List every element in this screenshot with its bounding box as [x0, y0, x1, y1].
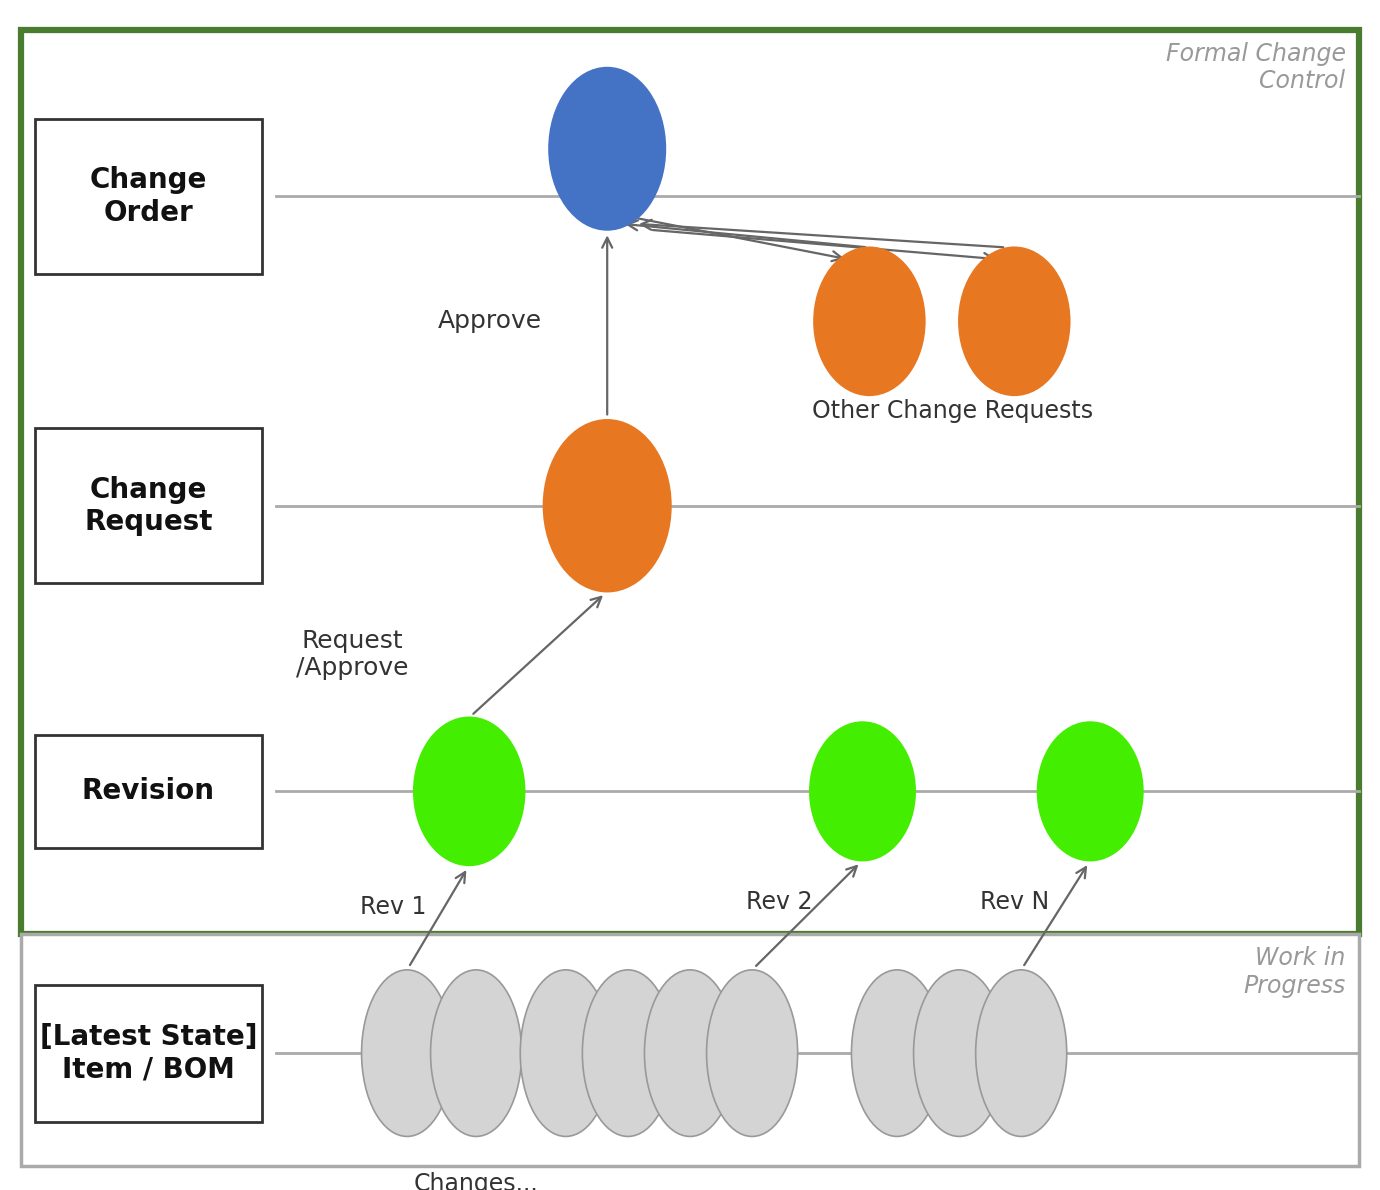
- Text: Revision: Revision: [81, 777, 215, 806]
- Ellipse shape: [544, 420, 671, 591]
- Ellipse shape: [851, 970, 943, 1136]
- FancyBboxPatch shape: [21, 30, 1359, 934]
- Ellipse shape: [707, 970, 798, 1136]
- Text: Change
Request: Change Request: [84, 476, 213, 536]
- Ellipse shape: [1038, 722, 1143, 860]
- FancyBboxPatch shape: [34, 985, 262, 1121]
- Ellipse shape: [814, 248, 925, 395]
- Text: Other Change Requests: Other Change Requests: [811, 399, 1093, 422]
- Ellipse shape: [914, 970, 1005, 1136]
- Ellipse shape: [644, 970, 736, 1136]
- Ellipse shape: [362, 970, 453, 1136]
- Text: Changes...: Changes...: [414, 1172, 538, 1190]
- Text: Rev N: Rev N: [980, 890, 1049, 914]
- FancyBboxPatch shape: [34, 119, 262, 274]
- FancyBboxPatch shape: [34, 734, 262, 847]
- Ellipse shape: [959, 248, 1070, 395]
- Ellipse shape: [549, 68, 665, 230]
- FancyBboxPatch shape: [34, 428, 262, 583]
- Text: Rev 2: Rev 2: [747, 890, 813, 914]
- Text: [Latest State]
Item / BOM: [Latest State] Item / BOM: [40, 1023, 257, 1083]
- Ellipse shape: [582, 970, 673, 1136]
- Ellipse shape: [520, 970, 611, 1136]
- Text: Work in
Progress: Work in Progress: [1243, 946, 1346, 998]
- Text: Rev 1: Rev 1: [360, 895, 426, 919]
- Ellipse shape: [431, 970, 522, 1136]
- Ellipse shape: [810, 722, 915, 860]
- Text: Change
Order: Change Order: [90, 167, 207, 226]
- Text: Formal Change
Control: Formal Change Control: [1166, 42, 1346, 94]
- Text: Request
/Approve: Request /Approve: [295, 628, 408, 681]
- FancyBboxPatch shape: [21, 934, 1359, 1166]
- Ellipse shape: [976, 970, 1067, 1136]
- Text: Approve: Approve: [437, 309, 542, 333]
- Ellipse shape: [414, 718, 524, 865]
